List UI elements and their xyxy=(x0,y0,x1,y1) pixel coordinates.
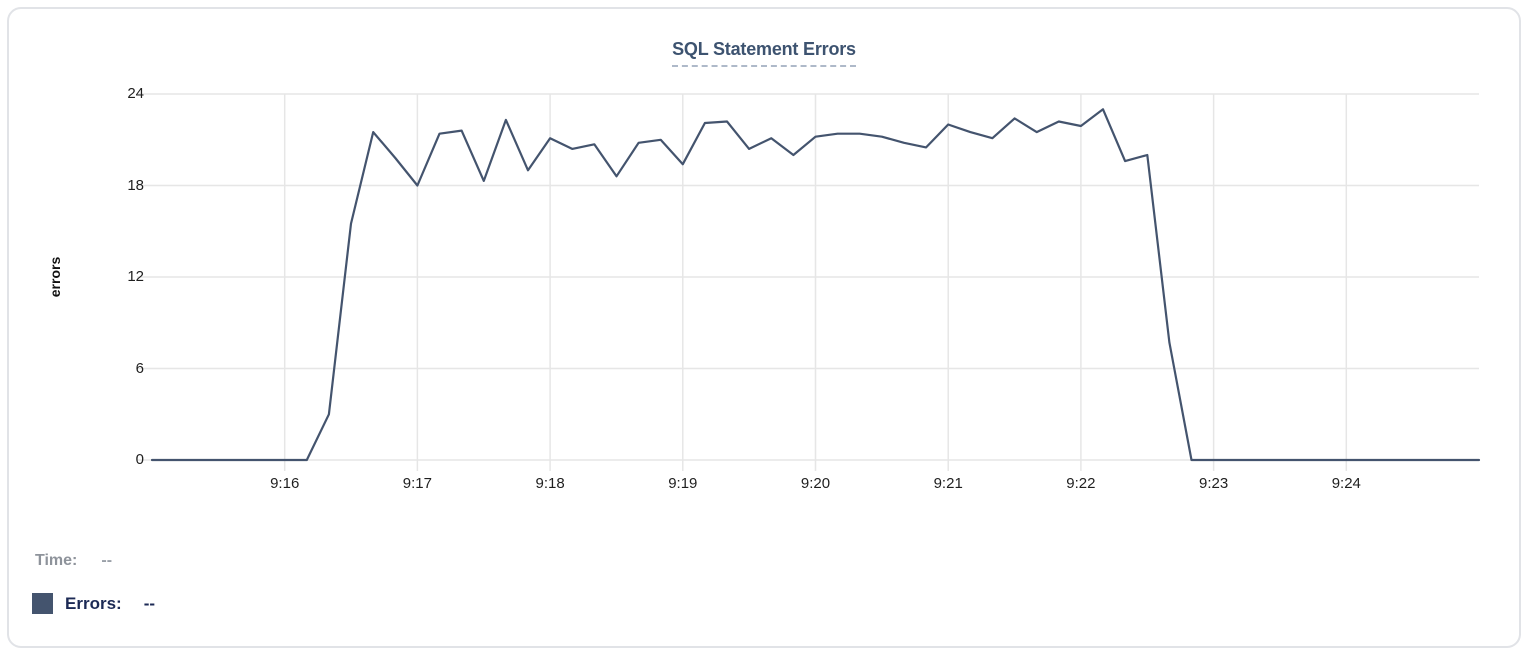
tooltip-errors-label: Errors: xyxy=(65,593,122,613)
tooltip-errors-row: Errors: -- xyxy=(32,593,155,614)
x-tick-label: 9:21 xyxy=(933,475,963,492)
tooltip-time-row: Time: -- xyxy=(35,552,112,570)
y-tick-label: 0 xyxy=(135,451,144,468)
x-tick-label: 9:23 xyxy=(1198,475,1229,492)
x-tick-label: 9:19 xyxy=(668,475,698,492)
x-tick-label: 9:24 xyxy=(1331,475,1361,492)
x-tick-label: 9:16 xyxy=(270,475,300,492)
tooltip-time-label: Time: xyxy=(35,552,78,569)
x-tick-label: 9:22 xyxy=(1066,475,1096,492)
chart-title[interactable]: SQL Statement Errors xyxy=(672,39,856,67)
x-tick-label: 9:17 xyxy=(402,475,432,492)
y-tick-label: 18 xyxy=(127,176,144,194)
tooltip-time-value: -- xyxy=(101,552,113,569)
y-tick-label: 12 xyxy=(127,268,144,285)
tooltip-errors-value: -- xyxy=(143,593,156,613)
errors-series-swatch-icon xyxy=(32,593,53,614)
line-chart-plot[interactable] xyxy=(9,9,1528,661)
y-tick-label: 24 xyxy=(127,85,144,102)
chart-title-wrap: SQL Statement Errors xyxy=(9,39,1519,67)
x-tick-label: 9:18 xyxy=(535,475,565,492)
x-tick-label: 9:20 xyxy=(800,475,831,492)
y-tick-label: 6 xyxy=(135,359,144,377)
y-axis-label: errors xyxy=(47,256,63,298)
chart-card: SQL Statement Errors errors 0 6 12 18 24… xyxy=(7,7,1521,648)
